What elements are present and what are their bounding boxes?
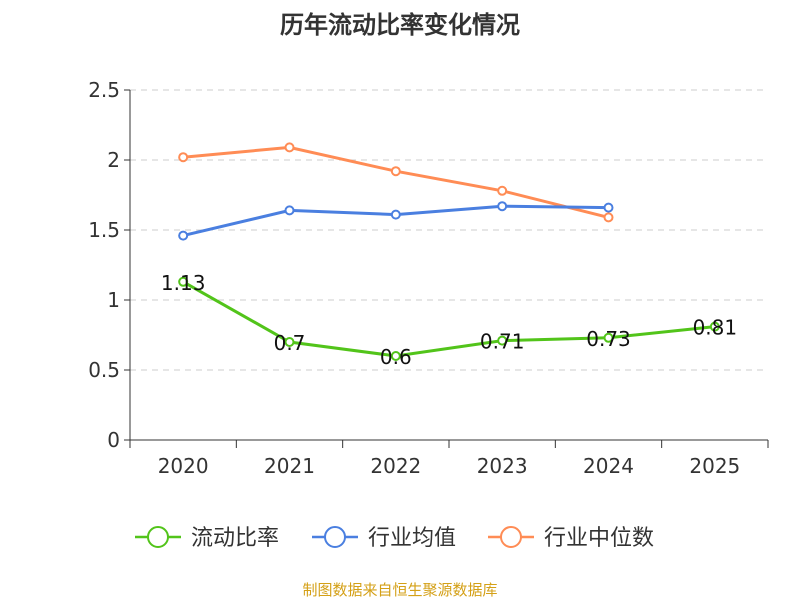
y-tick-label: 0	[107, 428, 120, 452]
data-point	[284, 337, 295, 347]
legend-label: 行业中位数	[544, 526, 654, 551]
data-point	[497, 185, 508, 196]
data-label: 0.73	[586, 327, 631, 351]
data-point	[603, 212, 614, 223]
data-point	[497, 335, 508, 346]
data-point	[390, 166, 401, 177]
data-point	[390, 351, 401, 361]
y-tick-label: 2.5	[88, 78, 120, 102]
data-point	[178, 276, 189, 287]
data-point	[709, 321, 720, 332]
data-label: 0.81	[693, 316, 738, 340]
data-point	[284, 205, 295, 216]
data-point	[178, 152, 189, 163]
series-line	[182, 280, 715, 358]
data-label: 0.6	[380, 345, 412, 369]
source-note: 制图数据来自恒生聚源数据库	[302, 581, 497, 599]
legend-label: 流动比率	[191, 526, 279, 551]
y-tick-label: 2	[107, 148, 120, 172]
y-tick-label: 1	[107, 288, 120, 312]
data-label: 0.7	[274, 331, 306, 355]
data-point	[603, 332, 614, 343]
y-tick-label: 0.5	[88, 358, 120, 382]
x-tick-label: 2022	[370, 454, 421, 478]
data-point	[390, 209, 401, 220]
legend-label: 行业均值	[368, 526, 456, 551]
x-tick-label: 2023	[477, 454, 528, 478]
x-tick-label: 2025	[689, 454, 740, 478]
data-point	[284, 142, 295, 153]
y-tick-label: 1.5	[88, 218, 120, 242]
legend-marker-icon	[500, 526, 522, 548]
legend-marker-icon	[324, 526, 346, 548]
x-tick-label: 2024	[583, 454, 634, 478]
x-tick-label: 2020	[158, 454, 209, 478]
legend-marker-icon	[147, 526, 169, 548]
data-label: 1.13	[161, 271, 206, 295]
data-point	[603, 202, 614, 213]
chart-title: 历年流动比率变化情况	[280, 11, 520, 39]
data-point	[497, 201, 508, 212]
data-point	[178, 230, 189, 241]
data-label: 0.71	[480, 330, 525, 354]
x-tick-label: 2021	[264, 454, 315, 478]
